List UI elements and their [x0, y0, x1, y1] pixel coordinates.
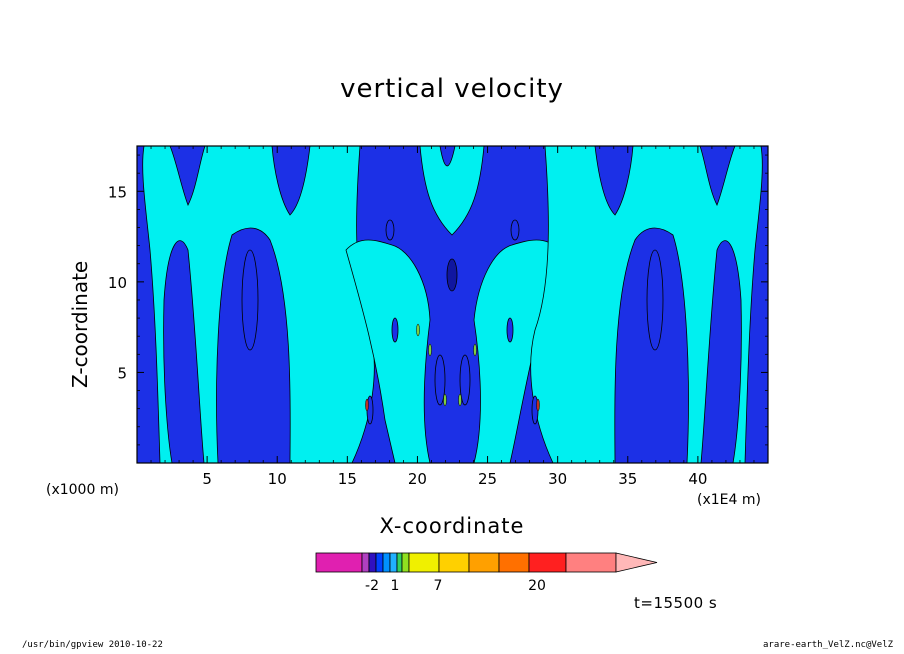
footer-command: /usr/bin/gpview 2010-10-22	[22, 640, 163, 650]
colorbar-segment	[438, 552, 470, 573]
y-tick-label: 15	[108, 183, 127, 201]
colorbar-segment	[468, 552, 500, 573]
contour-band	[473, 239, 561, 463]
contour-speck	[458, 393, 462, 407]
colorbar-segment	[498, 552, 530, 573]
y-axis-label: Z-coordinate	[68, 260, 92, 388]
colorbar-segment	[401, 552, 410, 573]
colorbar-segment	[408, 552, 440, 573]
contour-core	[446, 258, 458, 292]
contour-field	[137, 146, 768, 463]
colorbar-extend-arrow	[615, 552, 658, 573]
contour-island	[241, 249, 259, 351]
x-tick-label: 5	[202, 470, 212, 488]
contour-island	[459, 354, 471, 406]
contour-speck	[473, 343, 477, 357]
colorbar-label: 7	[433, 578, 443, 594]
contour-island	[385, 219, 395, 241]
x-tick-label: 40	[688, 470, 707, 488]
colorbar	[315, 552, 658, 573]
contour-island	[391, 317, 399, 343]
x-unit-right: (x1E4 m)	[697, 492, 761, 508]
contour-island	[506, 317, 514, 343]
y-tick-label: 10	[108, 274, 127, 292]
contour-speck	[365, 398, 369, 412]
x-tick-label: 15	[338, 470, 357, 488]
contour-island	[646, 249, 664, 351]
colorbar-label: -2	[365, 578, 379, 594]
colorbar-label: 1	[390, 578, 400, 594]
y-tick-label: 5	[117, 364, 127, 382]
colorbar-segment	[361, 552, 370, 573]
time-label: t=15500 s	[634, 594, 718, 612]
colorbar-segment	[389, 552, 398, 573]
x-tick-label: 20	[408, 470, 427, 488]
plot-frame	[136, 145, 769, 464]
contour-speck	[443, 393, 447, 407]
contour-island	[510, 219, 520, 241]
x-unit-left: (x1000 m)	[46, 482, 119, 498]
colorbar-segment	[396, 552, 403, 573]
colorbar-segment	[368, 552, 377, 573]
colorbar-segment	[315, 552, 363, 573]
colorbar-segment	[375, 552, 384, 573]
colorbar-segment	[528, 552, 567, 573]
contour-band	[419, 146, 485, 236]
x-tick-label: 25	[478, 470, 497, 488]
x-axis-label: X-coordinate	[379, 514, 525, 538]
x-tick-label: 10	[268, 470, 287, 488]
contour-speck	[416, 323, 420, 337]
contour-band	[345, 239, 431, 463]
colorbar-segment	[565, 552, 617, 573]
chart-title: vertical velocity	[340, 74, 564, 104]
footer-source: arare-earth_VelZ.nc@VelZ	[763, 640, 894, 650]
colorbar-segment	[382, 552, 391, 573]
x-tick-label: 35	[618, 470, 637, 488]
contour-speck	[428, 343, 432, 357]
contour-speck	[536, 398, 540, 412]
contour-island	[434, 354, 446, 406]
x-tick-label: 30	[548, 470, 567, 488]
colorbar-label: 20	[528, 578, 546, 594]
